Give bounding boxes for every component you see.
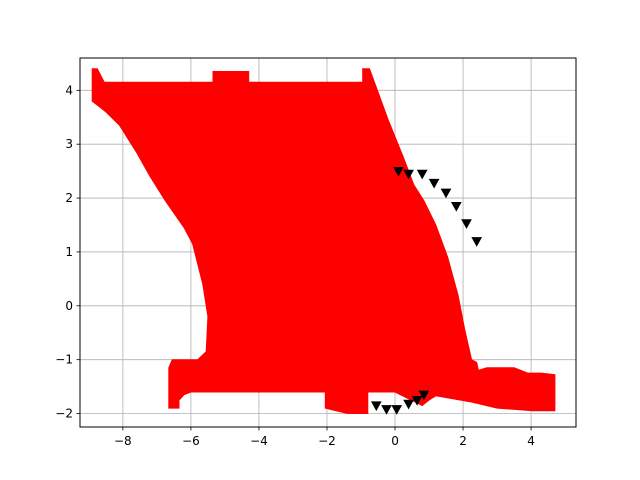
x-tick-label: 2 <box>459 434 467 448</box>
triangle-marker <box>450 202 462 212</box>
x-axis: −8 −6 −4 −2 0 2 4 <box>114 427 535 448</box>
y-tick-label: 3 <box>65 137 73 151</box>
triangle-marker <box>471 237 483 247</box>
x-tick-label: 0 <box>391 434 399 448</box>
triangle-marker <box>440 188 452 199</box>
triangle-marker <box>403 399 414 410</box>
triangle-marker <box>370 401 382 412</box>
series-layer <box>91 68 556 415</box>
x-tick-label: −4 <box>250 434 268 448</box>
triangle-marker <box>391 405 403 415</box>
triangle-marker <box>416 169 428 180</box>
x-tick-label: −2 <box>318 434 336 448</box>
y-tick-label: 0 <box>65 299 73 313</box>
y-tick-label: 4 <box>65 83 73 97</box>
triangle-marker <box>411 396 423 406</box>
triangle-marker <box>381 405 392 415</box>
triangle-marker <box>428 178 440 189</box>
triangle-marker <box>461 219 472 229</box>
x-tick-label: −8 <box>114 434 132 448</box>
y-tick-label: −2 <box>55 407 73 421</box>
red-marker-region <box>91 68 556 414</box>
y-tick-label: −1 <box>55 353 73 367</box>
x-tick-label: −6 <box>182 434 200 448</box>
triangle-marker <box>393 167 404 177</box>
y-axis: −2 −1 0 1 2 3 4 <box>55 83 80 421</box>
triangle-marker <box>418 390 430 401</box>
axes-frame <box>79 57 577 428</box>
y-tick-label: 2 <box>65 191 73 205</box>
x-tick-label: 4 <box>527 434 535 448</box>
y-tick-label: 1 <box>65 245 73 259</box>
triangle-marker <box>403 169 414 180</box>
